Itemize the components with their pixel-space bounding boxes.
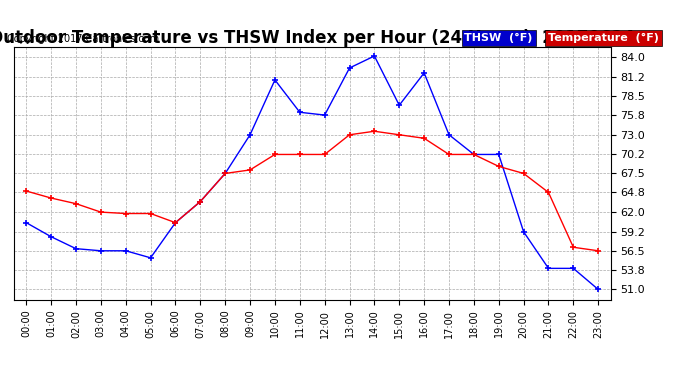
Title: Outdoor Temperature vs THSW Index per Hour (24 Hours)  20170624: Outdoor Temperature vs THSW Index per Ho…: [0, 29, 635, 47]
Text: THSW  (°F): THSW (°F): [464, 33, 533, 43]
Text: Temperature  (°F): Temperature (°F): [548, 33, 659, 43]
Text: Copyright 2017 Cartronics.com: Copyright 2017 Cartronics.com: [7, 34, 159, 44]
